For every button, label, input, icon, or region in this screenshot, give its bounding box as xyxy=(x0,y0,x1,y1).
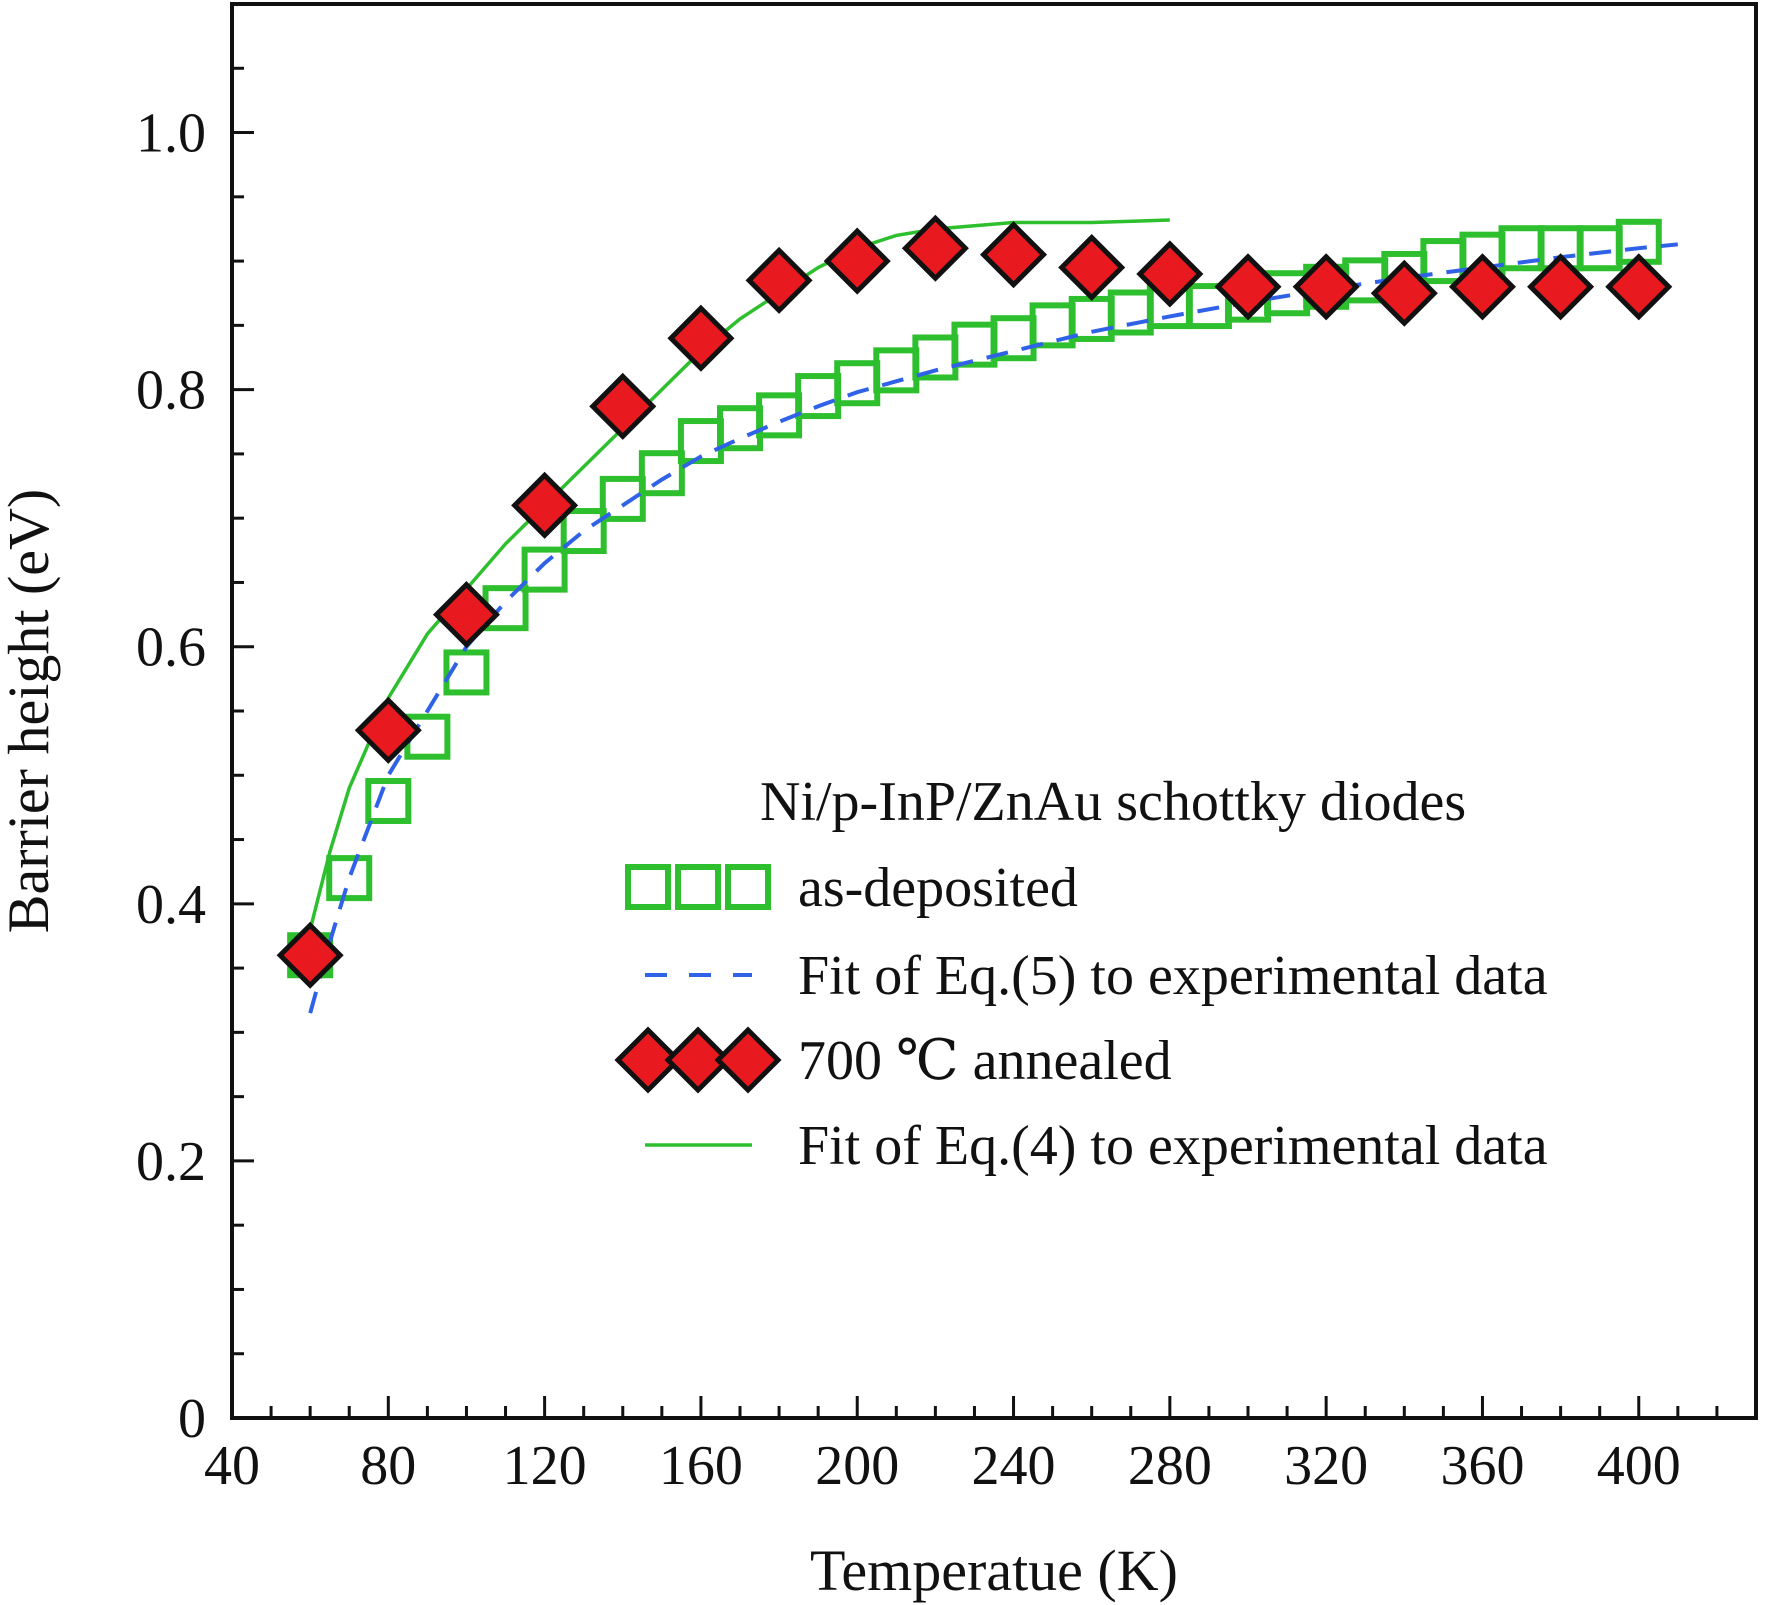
legend-label-700c-annealed: 700 ℃ annealed xyxy=(798,1030,1172,1092)
data-point-annealed xyxy=(1527,253,1595,321)
data-point-annealed xyxy=(1214,253,1282,321)
data-point-annealed xyxy=(1136,240,1204,308)
x-tick-label: 240 xyxy=(972,1435,1056,1497)
legend-marker-square xyxy=(675,864,721,910)
data-point-annealed xyxy=(980,221,1048,289)
data-point-annealed xyxy=(1605,253,1673,321)
legend-label-as-deposited: as-deposited xyxy=(798,857,1078,919)
data-point-annealed xyxy=(589,372,657,440)
data-point-as-deposited xyxy=(443,649,490,696)
data-point-annealed xyxy=(1448,253,1516,321)
data-point-annealed xyxy=(432,581,500,649)
data-point-annealed xyxy=(354,696,422,764)
x-axis-label: Temperatue (K) xyxy=(810,1538,1178,1603)
data-point-annealed xyxy=(1292,253,1360,321)
data-point-annealed xyxy=(745,246,813,314)
legend-title: Ni/p-InP/ZnAu schottky diodes xyxy=(760,771,1466,833)
data-point-as-deposited xyxy=(638,450,685,497)
legend-symbol-as-deposited xyxy=(625,864,771,910)
data-point-annealed xyxy=(667,304,735,372)
legend-marker-diamond xyxy=(664,1026,732,1094)
x-tick-label: 360 xyxy=(1440,1435,1524,1497)
data-point-annealed xyxy=(1058,233,1126,302)
data-point-annealed xyxy=(511,471,579,539)
legend-label-fit-eq4: Fit of Eq.(4) to experimental data xyxy=(798,1115,1548,1177)
y-tick-label: 0.6 xyxy=(136,617,206,679)
legend-label-fit-eq5: Fit of Eq.(5) to experimental data xyxy=(798,945,1548,1007)
x-tick-label: 320 xyxy=(1284,1435,1368,1497)
data-point-annealed xyxy=(823,227,891,295)
y-axis-label: Barrier height (eV) xyxy=(0,489,61,933)
x-tick-label: 80 xyxy=(360,1435,416,1497)
y-tick-label: 0 xyxy=(178,1388,206,1450)
data-point-annealed xyxy=(1370,259,1438,327)
x-axis: 40 80 120 160 200 240 280 320 360 400 xyxy=(204,1396,1758,1497)
plot-marks xyxy=(276,214,1678,1014)
data-point-as-deposited xyxy=(365,777,412,824)
x-tick-label: 160 xyxy=(659,1435,743,1497)
data-point-as-deposited xyxy=(326,855,373,902)
series-700-annealed xyxy=(276,214,1673,989)
data-point-annealed xyxy=(901,214,969,282)
y-axis: 0 0.2 0.4 0.6 0.8 1.0 xyxy=(136,2,254,1450)
y-tick-label: 0.8 xyxy=(136,360,206,422)
legend-marker-square xyxy=(625,864,671,910)
data-point-annealed xyxy=(276,921,344,989)
legend-marker-square xyxy=(725,864,771,910)
y-tick-label: 0.2 xyxy=(136,1131,206,1193)
x-tick-label: 400 xyxy=(1597,1435,1681,1497)
x-tick-label: 40 xyxy=(204,1435,260,1497)
legend-symbol-700c-annealed xyxy=(614,1026,782,1094)
x-tick-label: 280 xyxy=(1128,1435,1212,1497)
data-point-as-deposited xyxy=(521,546,568,593)
data-point-as-deposited xyxy=(560,508,607,555)
legend-marker-diamond xyxy=(714,1026,782,1094)
legend-marker-diamond xyxy=(614,1026,682,1094)
y-tick-label: 1.0 xyxy=(136,103,206,165)
y-tick-label: 0.4 xyxy=(136,874,206,936)
x-tick-label: 120 xyxy=(503,1435,587,1497)
x-tick-label: 200 xyxy=(815,1435,899,1497)
legend: Ni/p-InP/ZnAu schottky diodes as-deposit… xyxy=(614,771,1548,1177)
data-point-as-deposited xyxy=(599,475,646,522)
